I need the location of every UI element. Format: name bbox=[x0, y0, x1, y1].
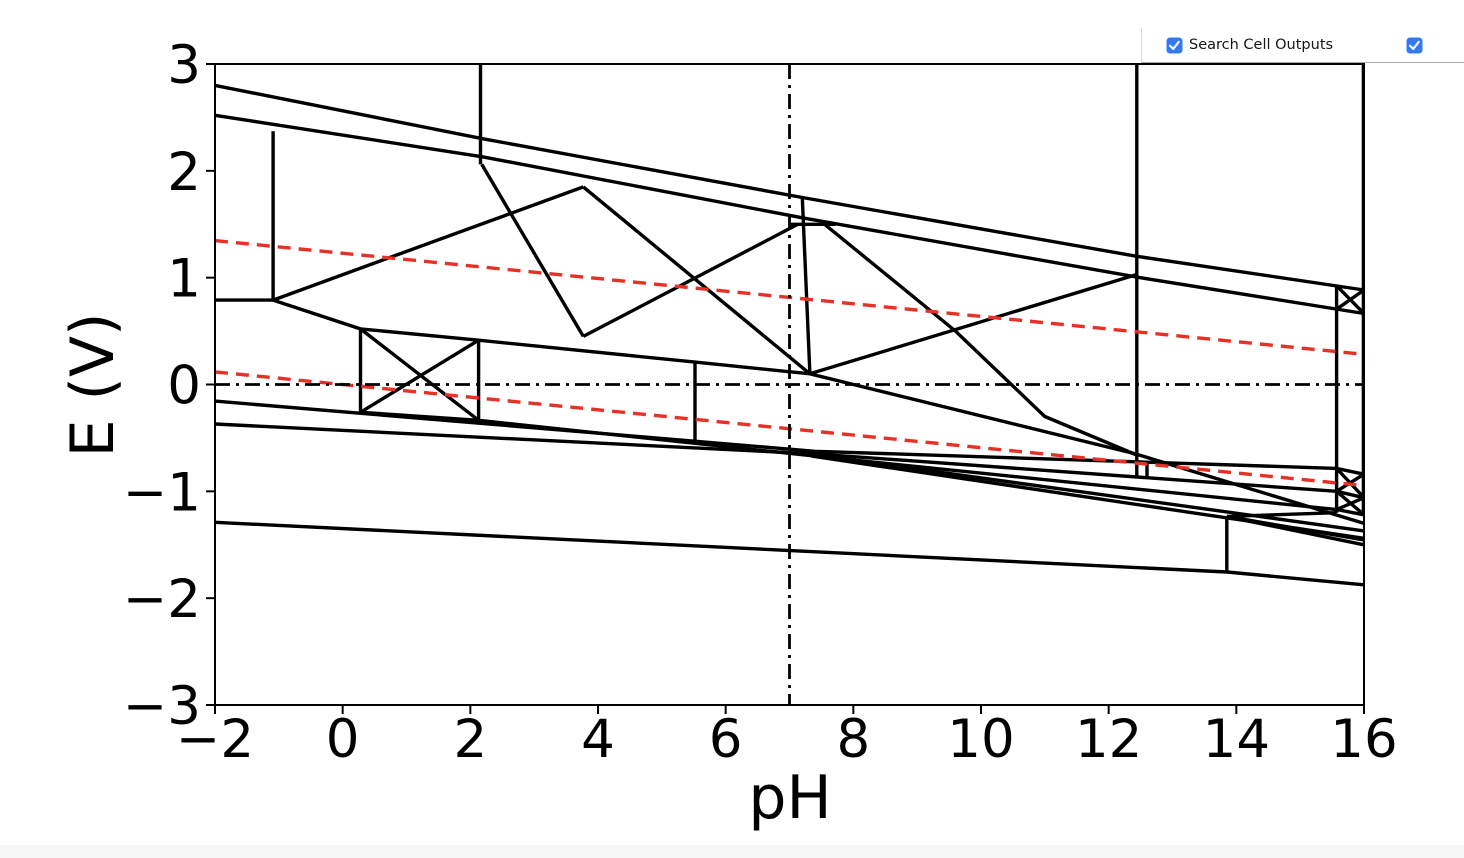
y-tick-label: 1 bbox=[167, 249, 201, 310]
y-tick-label: −1 bbox=[123, 462, 201, 523]
segment-bundle-line-1 bbox=[214, 399, 1365, 476]
segment-ascent-ph7.3-12.4 bbox=[809, 272, 1138, 376]
segment-peak-descent bbox=[582, 185, 811, 376]
segment-ridge-line bbox=[272, 298, 811, 376]
segment-steep-drop-from-2.16 bbox=[480, 163, 585, 338]
segment-left-box-diagonal-2 bbox=[359, 338, 480, 414]
segment-near-vertical-ph7.2 bbox=[800, 197, 812, 374]
secondary-checkbox[interactable] bbox=[1406, 37, 1423, 54]
y-axis-label: E (V) bbox=[58, 313, 128, 458]
x-tick-label: −2 bbox=[176, 709, 254, 770]
checkmark-icon bbox=[1168, 40, 1180, 50]
axis-ticks bbox=[206, 63, 1365, 714]
segment-rise-to-ph7 bbox=[582, 222, 799, 338]
x-tick-label: 6 bbox=[709, 709, 743, 770]
notebook-bottom-strip bbox=[0, 845, 1464, 858]
segment-right-top-box-diagonal-2 bbox=[1335, 288, 1365, 311]
x-tick-label: 16 bbox=[1330, 709, 1397, 770]
y-tick-label: 2 bbox=[167, 142, 201, 203]
y-tick-label: −2 bbox=[123, 569, 201, 630]
segment-long-descent-ph7.5-12.4 bbox=[823, 222, 1137, 457]
segment-gentle-descent-from-ph7.3 bbox=[809, 372, 1365, 526]
segment-rising-to-peak bbox=[272, 185, 584, 302]
checkmark-icon bbox=[1408, 40, 1420, 50]
segment-right-boxB-diagonal-2 bbox=[1335, 496, 1365, 512]
y-tick-label: 0 bbox=[167, 356, 201, 417]
segment-bundle-line-2 bbox=[214, 422, 1365, 500]
x-tick-label: 14 bbox=[1203, 709, 1270, 770]
search-cell-outputs-panel: Search Cell Outputs bbox=[1141, 28, 1464, 63]
segment-step-line bbox=[1226, 511, 1337, 519]
segment-bundle-line-4 bbox=[811, 452, 1365, 533]
x-tick-label: 12 bbox=[1075, 709, 1142, 770]
y-tick-label: 3 bbox=[167, 35, 201, 96]
search-cell-outputs-label: Search Cell Outputs bbox=[1189, 37, 1334, 53]
x-tick-label: 10 bbox=[947, 709, 1014, 770]
plot-lines bbox=[214, 64, 1365, 705]
segment-step-descent-2 bbox=[1232, 516, 1365, 547]
x-tick-label: 0 bbox=[326, 709, 360, 770]
x-tick-label: 8 bbox=[836, 709, 870, 770]
y-tick-label: −3 bbox=[123, 676, 201, 737]
x-axis-label: pH bbox=[748, 763, 831, 833]
x-tick-label: 2 bbox=[453, 709, 487, 770]
x-tick-label: 4 bbox=[581, 709, 615, 770]
segment-bottom-boundary bbox=[214, 520, 1365, 587]
search-cell-outputs-checkbox[interactable] bbox=[1166, 37, 1183, 54]
